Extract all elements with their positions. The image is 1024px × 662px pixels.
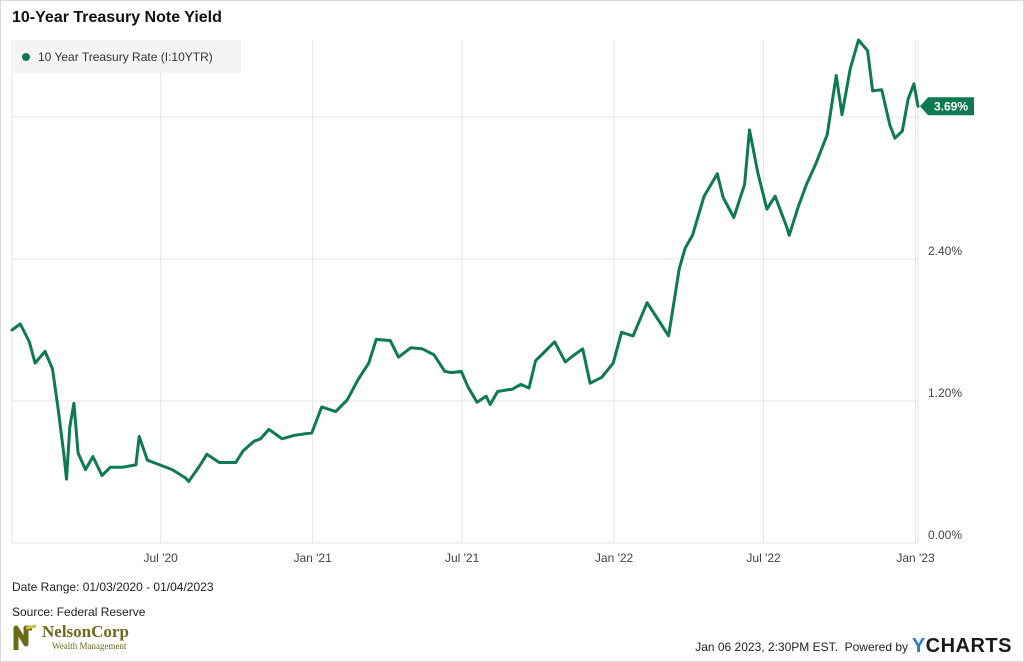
chart-legend[interactable]: 10 Year Treasury Rate (I:10YTR) — [12, 40, 241, 73]
x-tick-label: Jan '21 — [293, 551, 332, 565]
brand-name: CHARTS — [925, 635, 1012, 657]
nelsoncorp-logo: NelsonCorp Wealth Management — [12, 622, 152, 654]
last-value-label: 3.69% — [934, 99, 968, 113]
brand-initial: Y — [911, 635, 926, 657]
powered-by-text: Powered by — [844, 640, 908, 654]
x-tick-label: Jan '23 — [896, 551, 935, 565]
legend-label: 10 Year Treasury Rate (I:10YTR) — [38, 49, 213, 64]
y-tick-label: 2.40% — [928, 244, 962, 258]
legend-marker — [22, 52, 30, 61]
x-tick-label: Jul '22 — [746, 551, 781, 565]
ycharts-brand[interactable]: YCHARTS — [912, 635, 1012, 658]
source-note: Source: Federal Reserve — [12, 605, 146, 619]
x-tick-label: Jul '21 — [445, 551, 480, 565]
timestamp-text: Jan 06 2023, 2:30PM EST. — [695, 640, 838, 654]
logo-tagline: Wealth Management — [52, 641, 127, 651]
chart-title: 10-Year Treasury Note Yield — [12, 9, 222, 26]
series-line — [10, 38, 920, 483]
timestamp: Jan 06 2023, 2:30PM EST. Powered by — [695, 640, 908, 654]
y-tick-label: 0.00% — [928, 528, 962, 542]
x-tick-label: Jan '22 — [595, 551, 634, 565]
logo-name: NelsonCorp — [42, 622, 129, 641]
last-value-badge — [920, 97, 974, 116]
logo-mark-icon — [13, 624, 37, 650]
x-tick-label: Jul '20 — [144, 551, 179, 565]
date-range: Date Range: 01/03/2020 - 01/04/2023 — [12, 580, 214, 594]
y-tick-label: 1.20% — [928, 386, 962, 400]
